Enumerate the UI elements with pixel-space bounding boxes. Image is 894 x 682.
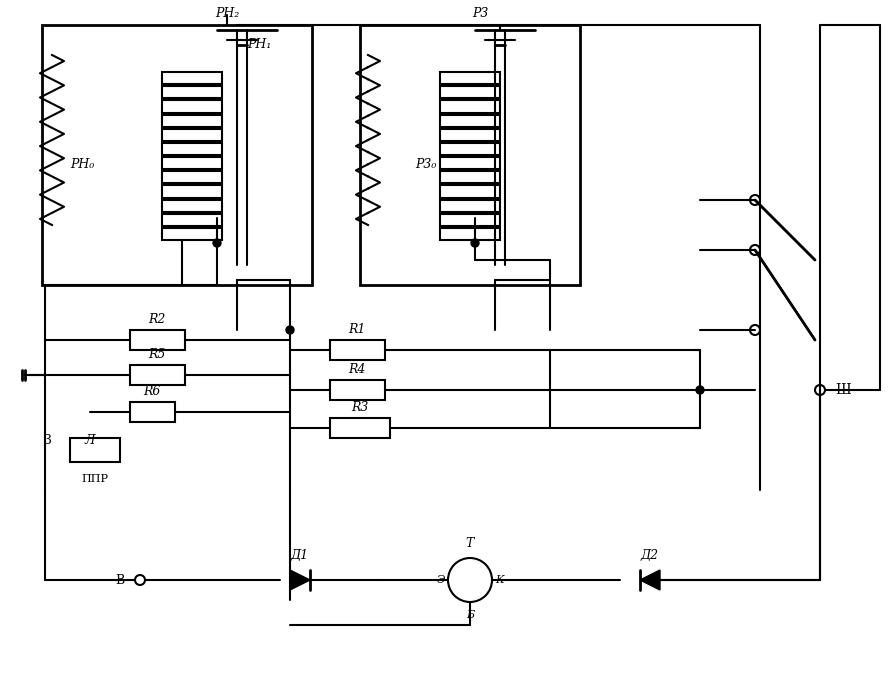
Polygon shape [290, 570, 310, 590]
Bar [440, 157, 500, 169]
Text: Ш: Ш [835, 383, 850, 397]
Bar [130, 402, 175, 422]
Circle shape [286, 326, 294, 334]
Bar [162, 100, 222, 113]
Text: РН₂: РН₂ [215, 7, 239, 20]
Text: З: З [43, 434, 51, 447]
Bar [440, 143, 500, 155]
Bar [440, 186, 500, 198]
Circle shape [696, 386, 704, 394]
Text: R6: R6 [143, 385, 161, 398]
Text: ППР: ППР [81, 474, 108, 484]
Bar [440, 87, 500, 98]
Bar [330, 380, 385, 400]
Bar [42, 25, 312, 285]
Bar [360, 25, 580, 285]
Bar [162, 200, 222, 211]
Bar [130, 330, 185, 350]
Bar [162, 129, 222, 141]
Text: РН₁: РН₁ [247, 38, 271, 52]
Bar [440, 129, 500, 141]
Bar [162, 157, 222, 169]
Text: R3: R3 [351, 401, 368, 414]
Text: Т: Т [466, 537, 474, 550]
Bar [330, 418, 390, 438]
Bar [162, 228, 222, 240]
Text: РН₀: РН₀ [70, 158, 94, 171]
Text: R4: R4 [349, 363, 366, 376]
Circle shape [213, 239, 221, 247]
Bar [162, 115, 222, 127]
Bar [162, 213, 222, 226]
Bar [162, 72, 222, 84]
Text: Д2: Д2 [641, 549, 659, 562]
Bar [440, 213, 500, 226]
Bar [440, 200, 500, 211]
Bar [440, 100, 500, 113]
Bar [162, 87, 222, 98]
Text: R1: R1 [349, 323, 366, 336]
Circle shape [471, 239, 479, 247]
Bar [130, 365, 185, 385]
Bar [162, 171, 222, 183]
Bar [440, 72, 500, 84]
Text: Э: Э [436, 575, 445, 585]
Bar [162, 186, 222, 198]
Bar [162, 143, 222, 155]
Text: R5: R5 [148, 348, 165, 361]
Text: Б: Б [466, 610, 474, 620]
Text: Д1: Д1 [291, 549, 309, 562]
Text: R2: R2 [148, 313, 165, 326]
Bar [70, 438, 120, 462]
Text: В: В [115, 574, 125, 587]
Text: Р3: Р3 [472, 7, 488, 20]
Bar [440, 228, 500, 240]
Text: Р3₀: Р3₀ [415, 158, 436, 171]
Text: К: К [495, 575, 503, 585]
Text: Л: Л [85, 434, 95, 447]
Bar [440, 115, 500, 127]
Bar [440, 171, 500, 183]
Polygon shape [640, 570, 660, 590]
Bar [330, 340, 385, 360]
